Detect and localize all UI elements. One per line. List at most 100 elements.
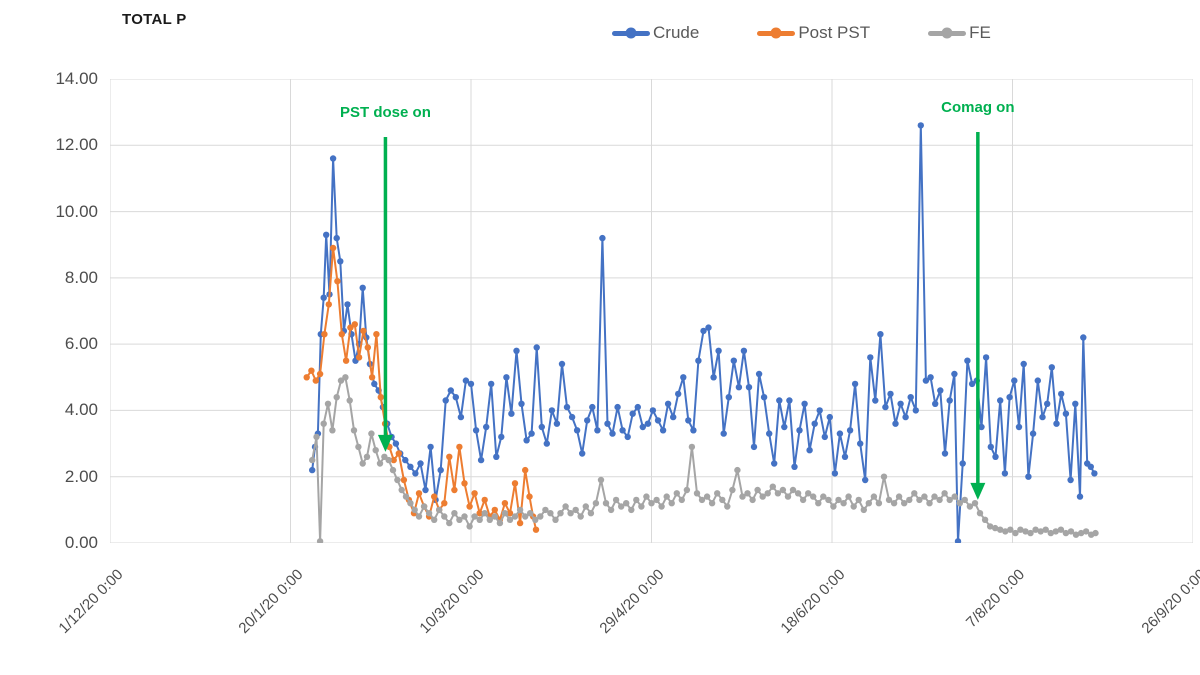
data-point-crude	[568, 413, 576, 421]
data-point-post-pst	[476, 510, 483, 517]
legend-label-crude: Crude	[653, 23, 700, 42]
data-point-crude	[1072, 400, 1079, 407]
data-point-crude	[508, 410, 515, 417]
data-point-crude	[675, 390, 682, 398]
data-point-fe	[703, 493, 711, 500]
data-point-fe	[1062, 529, 1070, 537]
data-point-crude	[781, 423, 788, 431]
data-point-crude	[968, 380, 976, 388]
data-point-post-pst	[360, 327, 367, 335]
data-point-crude	[937, 387, 944, 394]
data-point-crude	[333, 234, 340, 242]
legend-item-fe: FE	[928, 23, 991, 43]
data-point-fe	[532, 516, 539, 523]
data-point-crude	[477, 456, 485, 464]
data-point-crude	[951, 370, 958, 378]
data-point-crude	[750, 443, 758, 451]
data-point-crude	[573, 427, 581, 434]
data-point-crude	[1011, 377, 1018, 384]
data-point-crude	[766, 430, 773, 437]
data-point-crude	[447, 387, 454, 394]
data-point-fe	[951, 493, 958, 500]
chart-title: TOTAL P	[122, 11, 187, 28]
data-point-crude	[498, 433, 505, 441]
data-point-post-pst	[308, 367, 315, 374]
data-point-crude	[594, 427, 601, 434]
annotation-arrowhead-icon	[970, 482, 986, 500]
data-point-fe	[890, 500, 898, 507]
x-axis-label: 10/3/20 0:00	[416, 566, 488, 638]
data-point-crude	[964, 357, 971, 364]
data-point-fe	[1092, 529, 1099, 537]
data-point-crude	[422, 486, 429, 494]
data-point-fe	[402, 493, 410, 500]
data-point-fe	[1037, 528, 1044, 535]
data-point-crude	[867, 354, 874, 361]
data-point-crude	[841, 453, 849, 460]
data-point-fe	[799, 496, 807, 504]
data-point-crude	[997, 397, 1004, 404]
data-point-fe	[1057, 526, 1065, 533]
data-point-fe	[845, 493, 852, 500]
data-point-post-pst	[316, 370, 324, 378]
fe-series-marker-icon	[928, 27, 967, 39]
data-point-crude	[538, 423, 545, 431]
data-point-fe	[789, 486, 797, 494]
data-point-fe	[708, 500, 716, 507]
data-point-crude	[941, 450, 949, 457]
data-point-crude	[816, 407, 823, 414]
data-point-crude	[1091, 470, 1098, 477]
data-point-crude	[558, 360, 566, 368]
data-point-crude	[690, 427, 697, 434]
data-point-fe	[342, 374, 349, 381]
y-axis-label: 8.00	[64, 267, 98, 287]
data-point-post-pst	[415, 490, 423, 497]
data-point-fe	[997, 526, 1004, 533]
data-point-fe	[774, 490, 782, 497]
data-point-crude	[584, 417, 591, 424]
data-point-crude	[801, 400, 808, 407]
data-point-fe	[350, 427, 358, 434]
data-point-fe	[779, 486, 787, 494]
data-point-post-pst	[522, 466, 529, 474]
data-point-fe	[522, 513, 529, 520]
data-point-crude	[685, 417, 692, 424]
series-line-crude	[311, 124, 1096, 543]
data-point-fe	[638, 503, 645, 510]
data-point-post-pst	[491, 506, 498, 514]
data-point-fe	[921, 493, 928, 500]
data-point-post-pst	[471, 490, 478, 497]
data-point-fe	[769, 483, 776, 490]
data-point-post-pst	[347, 324, 354, 331]
data-point-fe	[855, 496, 862, 504]
data-point-fe	[986, 523, 994, 530]
data-point-fe	[359, 460, 366, 467]
data-point-fe	[1022, 528, 1029, 535]
data-point-fe	[739, 493, 746, 500]
data-point-post-pst	[329, 244, 337, 252]
data-point-crude	[946, 397, 953, 404]
data-point-crude	[1087, 463, 1094, 470]
data-point-fe	[1002, 528, 1009, 535]
data-point-crude	[1025, 473, 1032, 480]
data-point-crude	[1067, 476, 1074, 484]
data-point-fe	[476, 516, 483, 523]
data-point-fe	[1077, 529, 1085, 537]
data-point-fe	[850, 503, 857, 510]
data-point-fe	[372, 447, 379, 454]
data-point-fe	[810, 493, 817, 500]
y-axis-label: 10.00	[55, 201, 98, 221]
data-point-crude	[735, 384, 743, 391]
data-point-crude	[710, 374, 717, 381]
data-point-fe	[471, 513, 478, 520]
data-point-post-pst	[351, 321, 358, 328]
data-point-crude	[836, 430, 844, 437]
data-point-fe	[451, 510, 458, 517]
data-point-crude	[821, 433, 828, 441]
data-point-fe	[420, 503, 428, 510]
data-point-post-pst	[303, 374, 310, 381]
data-point-post-pst	[368, 374, 376, 381]
data-point-crude	[959, 460, 966, 467]
data-point-fe	[885, 496, 893, 504]
